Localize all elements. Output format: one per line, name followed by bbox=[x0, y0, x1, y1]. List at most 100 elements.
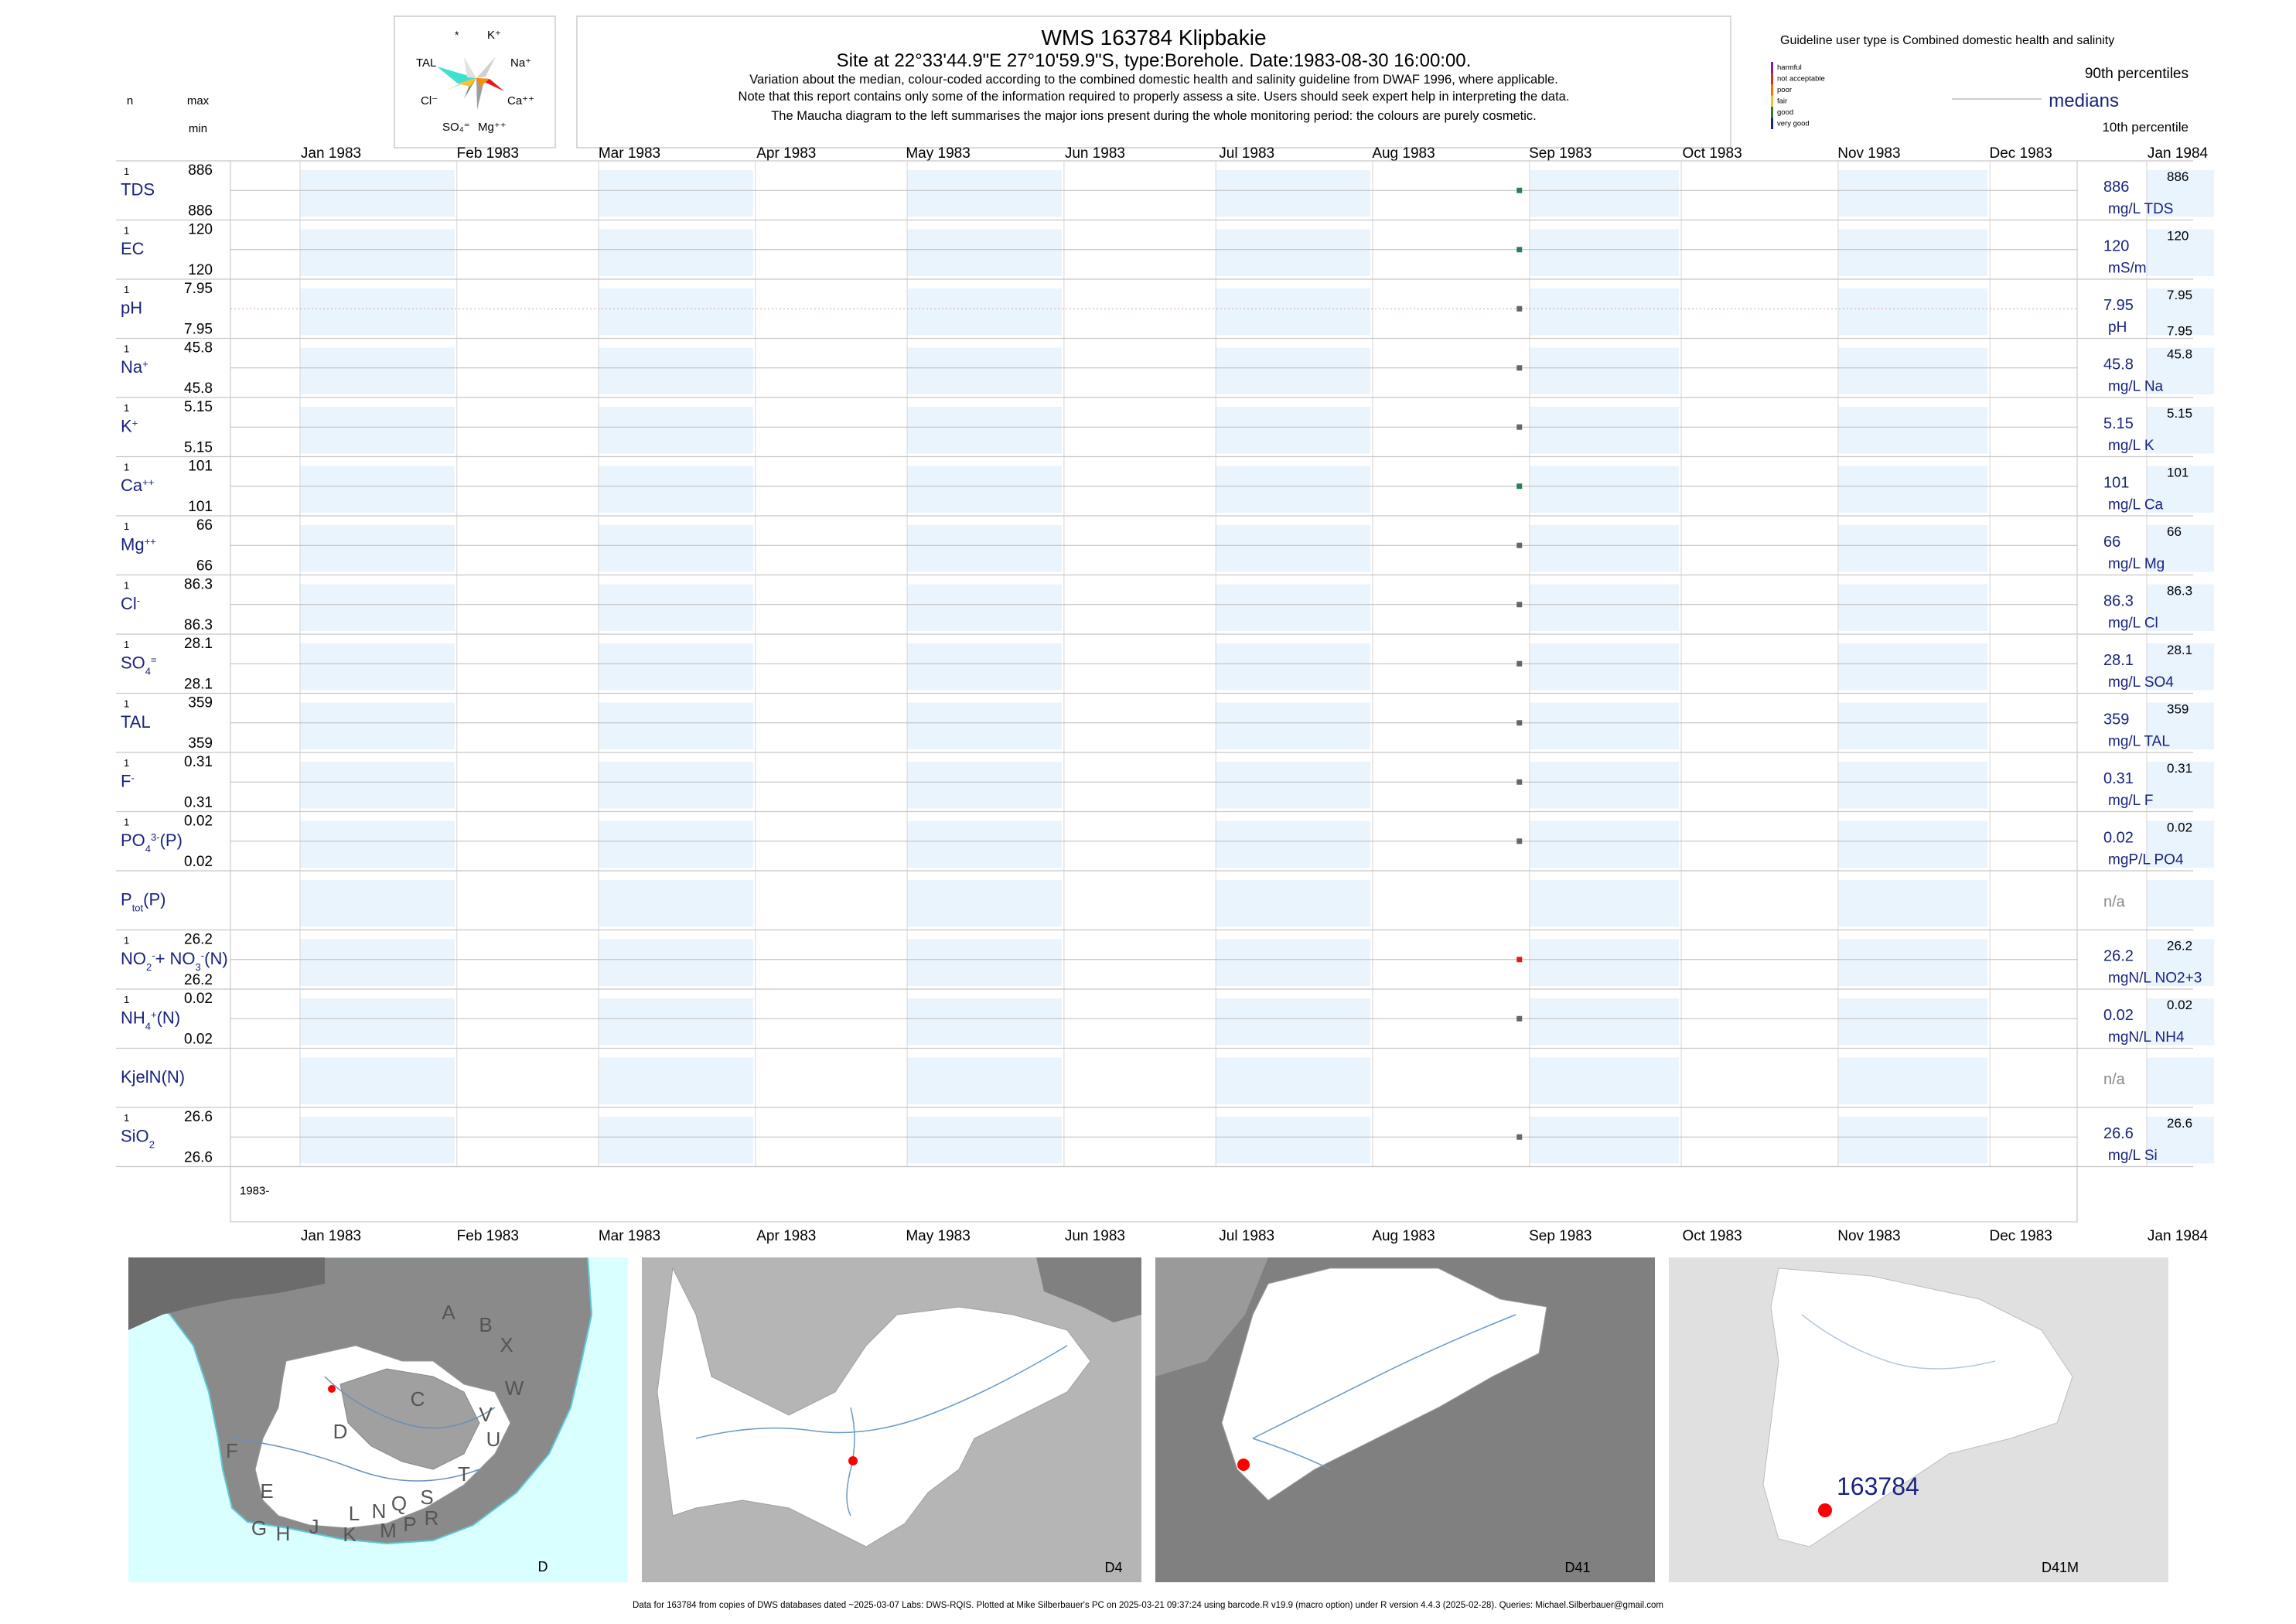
map-label-d4: D4 bbox=[1104, 1560, 1122, 1575]
parameter-name: SO4= bbox=[121, 653, 157, 677]
main-figure: * K⁺ TAL Na⁺ Cl⁻ Ca⁺⁺ SO₄⁼ Mg⁺⁺ WMS 1637… bbox=[116, 15, 2214, 1244]
region-letter: E bbox=[260, 1479, 273, 1503]
month-band bbox=[907, 762, 1062, 809]
p90-value: 101 bbox=[2167, 466, 2189, 480]
x-tick-label-bottom: Oct 1983 bbox=[1683, 1228, 1742, 1244]
month-band bbox=[300, 821, 455, 868]
x-tick-label-bottom: May 1983 bbox=[906, 1228, 970, 1244]
col-header-min: min bbox=[189, 122, 207, 135]
maucha-label: K⁺ bbox=[487, 29, 501, 42]
footer: Data for 163784 from copies of DWS datab… bbox=[633, 1601, 1663, 1610]
maucha-label: TAL bbox=[416, 56, 436, 70]
sample-count: 1 bbox=[124, 639, 129, 650]
min-value: 26.2 bbox=[184, 972, 213, 988]
month-band bbox=[300, 347, 455, 394]
x-tick-label-top: May 1983 bbox=[906, 145, 970, 162]
unit-label: mg/L Na bbox=[2108, 379, 2164, 395]
min-value: 7.95 bbox=[184, 322, 213, 338]
unit-label: mg/L Ca bbox=[2108, 497, 2164, 513]
site-line: Site at 22°33'44.9"E 27°10'59.9"S, type:… bbox=[837, 50, 1472, 71]
month-band bbox=[907, 525, 1062, 572]
month-band bbox=[907, 643, 1062, 691]
parameter-row: EC 1 120 120 120 mS/m 120 bbox=[121, 222, 2189, 279]
month-band bbox=[1216, 702, 1371, 749]
map-label-d41m: D41M bbox=[2042, 1560, 2079, 1575]
parameter-name: Cl- bbox=[121, 594, 140, 613]
median-value: 5.15 bbox=[2103, 415, 2134, 432]
month-band bbox=[1216, 466, 1371, 513]
parameter-row: Na+ 1 45.8 45.8 45.8 mg/L Na 45.8 bbox=[121, 340, 2192, 397]
min-value: 886 bbox=[188, 203, 213, 220]
axis-frame bbox=[230, 1165, 2078, 1223]
parameter-name: SiO2 bbox=[121, 1126, 155, 1150]
month-band bbox=[1216, 880, 1371, 927]
month-band bbox=[1837, 998, 1988, 1046]
month-band bbox=[599, 584, 753, 631]
data-point bbox=[1516, 1134, 1523, 1140]
month-band bbox=[1529, 998, 1680, 1046]
month-band bbox=[1529, 1057, 1680, 1104]
month-band bbox=[300, 584, 455, 631]
parameter-name: TDS bbox=[121, 179, 155, 199]
unit-label: mg/L Mg bbox=[2108, 556, 2165, 572]
parameter-name: KjelN(N) bbox=[121, 1067, 185, 1087]
max-value: 66 bbox=[196, 517, 213, 534]
data-point bbox=[1516, 720, 1523, 726]
max-value: 359 bbox=[188, 695, 213, 711]
month-band bbox=[2147, 407, 2214, 454]
month-band bbox=[599, 407, 753, 454]
max-value: 5.15 bbox=[184, 399, 213, 415]
median-value: 26.2 bbox=[2103, 948, 2134, 965]
x-tick-label-top: Nov 1983 bbox=[1837, 145, 1900, 162]
guideline-color-swatch bbox=[1771, 95, 1773, 107]
legend: Guideline user type is Combined domestic… bbox=[1771, 34, 2189, 135]
month-band bbox=[599, 643, 753, 691]
x-tick-label-top: Dec 1983 bbox=[1990, 145, 2052, 162]
parameter-name: Na+ bbox=[121, 357, 148, 377]
data-point bbox=[1516, 365, 1523, 371]
maucha-diagram: * K⁺ TAL Na⁺ Cl⁻ Ca⁺⁺ SO₄⁼ Mg⁺⁺ bbox=[394, 15, 556, 148]
parameter-name: Ca++ bbox=[121, 476, 154, 495]
x-tick-label-bottom: Dec 1983 bbox=[1990, 1228, 2052, 1244]
month-band bbox=[300, 939, 455, 986]
max-value: 86.3 bbox=[184, 577, 213, 593]
max-value: 101 bbox=[188, 459, 213, 475]
guideline-class-label: poor bbox=[1777, 86, 1792, 94]
month-band bbox=[1837, 939, 1988, 986]
month-band bbox=[2147, 939, 2214, 986]
guideline-color-swatch bbox=[1771, 118, 1773, 129]
x-axis-year-label: 1983- bbox=[240, 1185, 269, 1198]
site-label: 163784 bbox=[1837, 1472, 1919, 1500]
median-value: 7.95 bbox=[2103, 297, 2134, 314]
month-band bbox=[300, 762, 455, 809]
data-point bbox=[1516, 187, 1523, 193]
sample-count: 1 bbox=[124, 817, 129, 828]
month-band bbox=[1216, 998, 1371, 1046]
p90-value: 0.02 bbox=[2167, 998, 2192, 1012]
month-band bbox=[1837, 347, 1988, 394]
month-band bbox=[599, 466, 753, 513]
parameter-row: Cl- 1 86.3 86.3 86.3 mg/L Cl 86.3 bbox=[121, 577, 2192, 634]
month-band bbox=[1529, 584, 1680, 631]
guideline-class-label: not acceptable bbox=[1777, 75, 1825, 84]
region-letter: D bbox=[333, 1420, 348, 1443]
p10-value: 7.95 bbox=[2167, 324, 2192, 339]
median-value: 0.02 bbox=[2103, 830, 2134, 847]
page-title: WMS 163784 Klipbakie bbox=[1041, 26, 1266, 49]
maucha-label: * bbox=[455, 29, 459, 41]
data-point bbox=[1516, 838, 1523, 844]
guideline-color-swatch bbox=[1771, 107, 1773, 118]
month-band bbox=[1529, 170, 1680, 217]
month-band bbox=[907, 466, 1062, 513]
sample-count: 1 bbox=[124, 284, 129, 295]
parameter-name: NO2-+ NO3-(N) bbox=[121, 949, 228, 973]
month-band bbox=[1216, 288, 1371, 336]
p90-value: 28.1 bbox=[2167, 643, 2192, 657]
region-letter: P bbox=[403, 1513, 416, 1536]
x-tick-label-bottom: Apr 1983 bbox=[756, 1228, 816, 1244]
x-tick-label-top: Jan 1983 bbox=[301, 145, 361, 162]
title-box: WMS 163784 Klipbakie Site at 22°33'44.9"… bbox=[576, 15, 1731, 148]
min-value: 86.3 bbox=[184, 617, 213, 633]
parameter-name: EC bbox=[121, 239, 145, 258]
